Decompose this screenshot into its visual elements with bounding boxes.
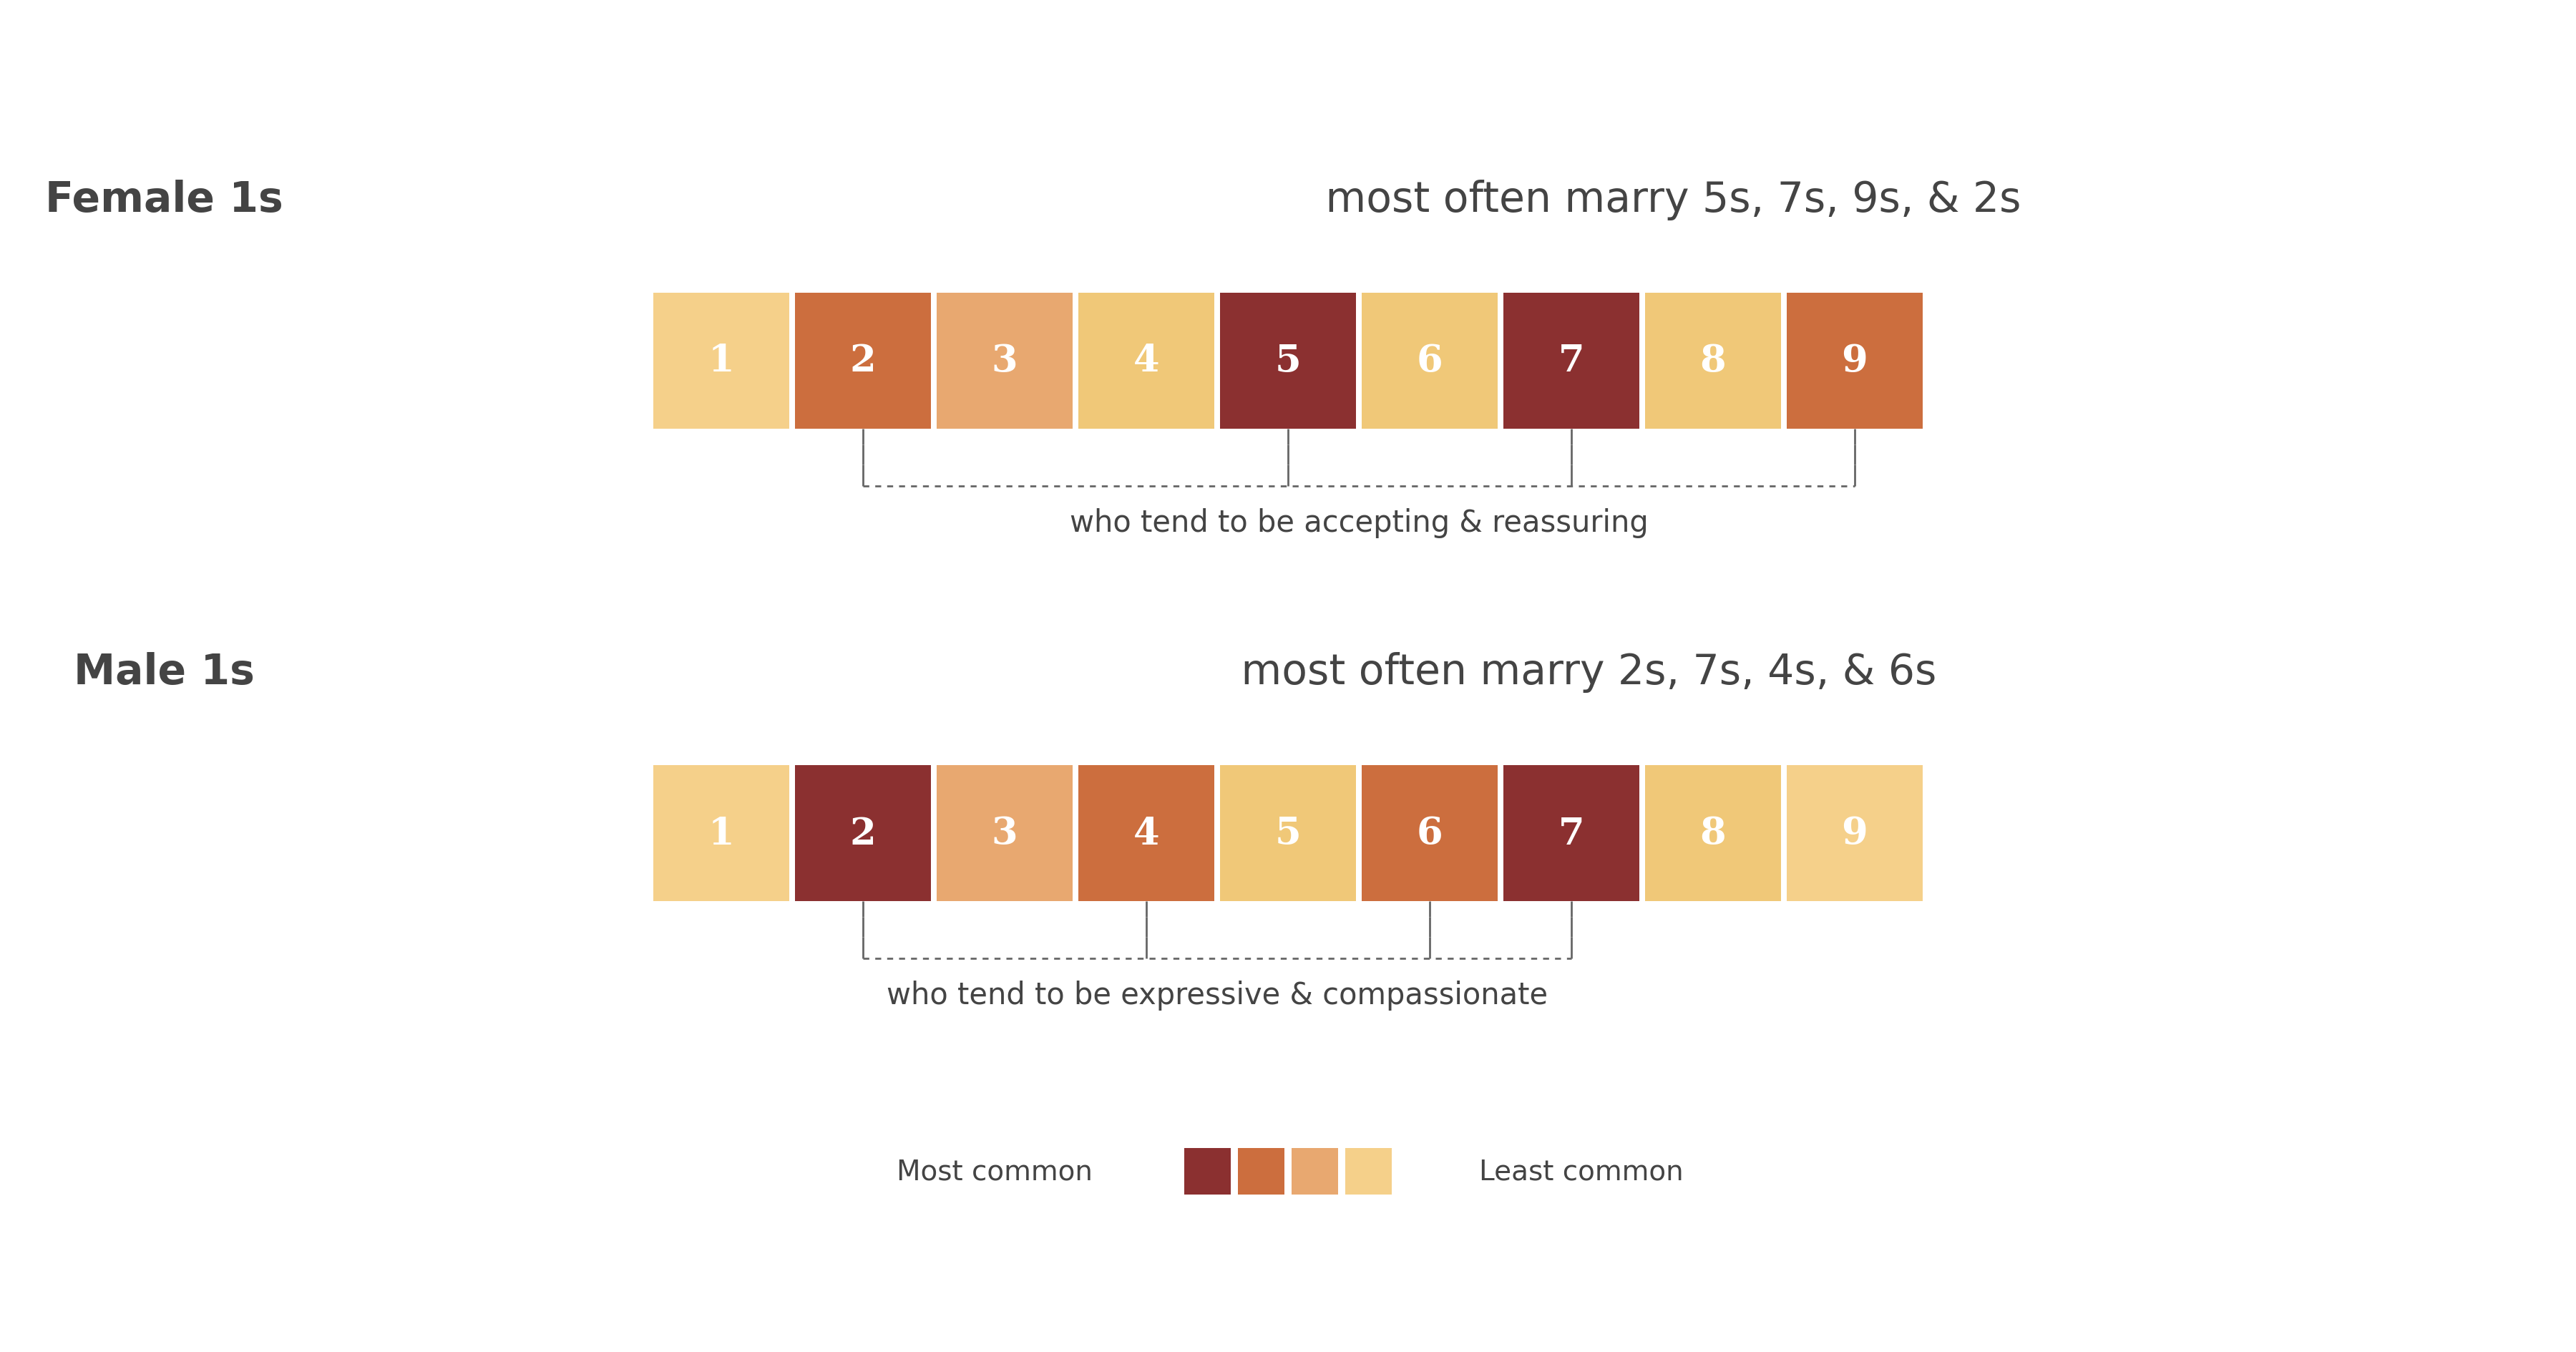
FancyBboxPatch shape [796, 293, 930, 429]
Text: most often marry 2s, 7s, 4s, & 6s: most often marry 2s, 7s, 4s, & 6s [1229, 652, 1937, 692]
FancyBboxPatch shape [1345, 1148, 1391, 1195]
Text: 5: 5 [1275, 343, 1301, 380]
FancyBboxPatch shape [1788, 765, 1922, 902]
Text: 1: 1 [708, 343, 734, 380]
Text: 3: 3 [992, 343, 1018, 380]
FancyBboxPatch shape [1504, 293, 1638, 429]
FancyBboxPatch shape [1079, 293, 1213, 429]
Text: 8: 8 [1700, 815, 1726, 852]
FancyBboxPatch shape [1221, 293, 1355, 429]
Text: who tend to be accepting & reassuring: who tend to be accepting & reassuring [1069, 508, 1649, 538]
FancyBboxPatch shape [1291, 1148, 1337, 1195]
FancyBboxPatch shape [1363, 765, 1497, 902]
Text: Most common: Most common [896, 1157, 1092, 1184]
FancyBboxPatch shape [796, 765, 930, 902]
FancyBboxPatch shape [654, 293, 788, 429]
Text: 9: 9 [1842, 343, 1868, 380]
FancyBboxPatch shape [654, 765, 788, 902]
Text: 6: 6 [1417, 343, 1443, 380]
Text: 4: 4 [1133, 343, 1159, 380]
Text: 7: 7 [1558, 343, 1584, 380]
FancyBboxPatch shape [1646, 293, 1780, 429]
Text: 7: 7 [1558, 815, 1584, 852]
Text: 6: 6 [1417, 815, 1443, 852]
FancyBboxPatch shape [938, 293, 1072, 429]
Text: 8: 8 [1700, 343, 1726, 380]
Text: Female 1s: Female 1s [44, 180, 283, 220]
FancyBboxPatch shape [1504, 765, 1638, 902]
Text: 4: 4 [1133, 815, 1159, 852]
FancyBboxPatch shape [938, 765, 1072, 902]
Text: 1: 1 [708, 815, 734, 852]
Text: who tend to be expressive & compassionate: who tend to be expressive & compassionat… [886, 980, 1548, 1010]
Text: Least common: Least common [1479, 1157, 1685, 1184]
Text: 2: 2 [850, 815, 876, 852]
Text: most often marry 5s, 7s, 9s, & 2s: most often marry 5s, 7s, 9s, & 2s [1311, 180, 2022, 220]
Text: 9: 9 [1842, 815, 1868, 852]
FancyBboxPatch shape [1363, 293, 1497, 429]
Text: 2: 2 [850, 343, 876, 380]
Text: 5: 5 [1275, 815, 1301, 852]
Text: Male 1s: Male 1s [75, 652, 255, 692]
FancyBboxPatch shape [1079, 765, 1213, 902]
Text: 3: 3 [992, 815, 1018, 852]
FancyBboxPatch shape [1185, 1148, 1231, 1195]
FancyBboxPatch shape [1646, 765, 1780, 902]
FancyBboxPatch shape [1221, 765, 1355, 902]
FancyBboxPatch shape [1239, 1148, 1285, 1195]
FancyBboxPatch shape [1788, 293, 1922, 429]
